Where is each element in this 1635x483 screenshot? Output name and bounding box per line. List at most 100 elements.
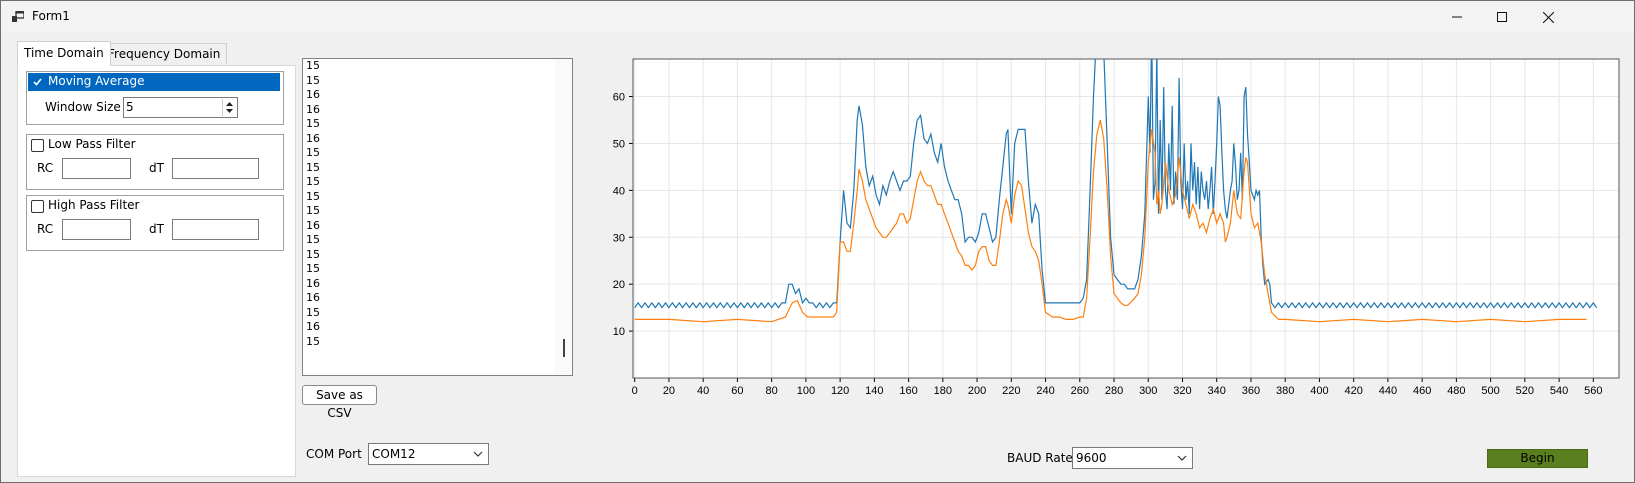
reading-item[interactable]: 15: [306, 189, 320, 203]
reading-item[interactable]: 15: [306, 305, 320, 319]
readings-list[interactable]: 15 15 16 16 15 16 15 15 15 15 15 16 15 15 15 16 16 15 16 15: [302, 58, 573, 376]
close-button[interactable]: [1525, 1, 1571, 33]
tab-frequency-domain[interactable]: Frequency Domain: [101, 43, 228, 64]
low-pass-checkbox[interactable]: [31, 139, 44, 152]
high-pass-group: High Pass Filter RC dT: [26, 195, 284, 251]
x-tick-label: 520: [1516, 385, 1534, 397]
window-size-stepper[interactable]: [222, 99, 236, 116]
high-pass-checkbox[interactable]: [31, 200, 44, 213]
reading-item[interactable]: 16: [306, 218, 320, 232]
x-tick-label: 100: [797, 385, 815, 397]
spin-arrows-icon: [226, 102, 233, 113]
x-tick-label: 540: [1550, 385, 1568, 397]
reading-item[interactable]: 15: [306, 146, 320, 159]
plot-area: [633, 59, 1619, 378]
moving-average-label: Moving Average: [48, 74, 145, 88]
begin-button[interactable]: Begin: [1487, 449, 1588, 468]
chevron-down-icon: [473, 448, 483, 462]
reading-item[interactable]: 15: [306, 262, 320, 275]
low-pass-label: Low Pass Filter: [48, 137, 136, 151]
reading-item[interactable]: 15: [306, 334, 320, 348]
baud-rate-value: 9600: [1076, 451, 1107, 465]
com-port-label: COM Port: [306, 447, 362, 461]
window-size-value: 5: [126, 100, 134, 114]
y-tick-label: 60: [613, 92, 625, 104]
reading-item[interactable]: 16: [306, 276, 320, 290]
moving-average-checkbox[interactable]: [31, 75, 44, 88]
x-tick-label: 460: [1413, 385, 1431, 397]
x-tick-label: 180: [934, 385, 952, 397]
x-tick-label: 480: [1447, 385, 1465, 397]
low-pass-group: Low Pass Filter RC dT: [26, 134, 284, 190]
maximize-button[interactable]: [1479, 1, 1525, 33]
maximize-icon: [1497, 12, 1507, 22]
x-tick-label: 160: [899, 385, 917, 397]
x-tick-label: 40: [697, 385, 709, 397]
reading-item[interactable]: 16: [306, 320, 320, 333]
readings-scrollbar[interactable]: [555, 59, 572, 375]
reading-item[interactable]: 15: [306, 59, 320, 72]
x-tick-label: 0: [632, 385, 638, 397]
y-tick-label: 30: [613, 232, 625, 244]
close-icon: [1542, 11, 1554, 23]
reading-item[interactable]: 16: [306, 88, 320, 101]
x-tick-label: 500: [1481, 385, 1499, 397]
y-tick-label: 40: [613, 185, 625, 197]
baud-rate-select[interactable]: 9600: [1072, 447, 1193, 469]
moving-average-group: Moving Average Window Size 5: [26, 71, 284, 125]
reading-item[interactable]: 15: [306, 117, 320, 130]
reading-item[interactable]: 15: [306, 175, 320, 188]
reading-item[interactable]: 15: [306, 247, 320, 261]
scrollbar-thumb[interactable]: [563, 339, 565, 357]
y-tick-label: 10: [613, 326, 625, 338]
high-pass-rc-label: RC: [37, 222, 54, 236]
com-port-select[interactable]: COM12: [368, 443, 489, 465]
high-pass-dt-input[interactable]: [172, 219, 259, 240]
tab-time-domain[interactable]: Time Domain: [17, 41, 111, 66]
reading-item[interactable]: 15: [306, 160, 320, 174]
x-tick-label: 320: [1173, 385, 1191, 397]
x-tick-label: 80: [766, 385, 778, 397]
minimize-button[interactable]: [1434, 1, 1480, 33]
x-tick-label: 300: [1139, 385, 1157, 397]
data-chart: 0 20 40 60 80 100 120 140 160 180 200 220 240 260 280 3…: [613, 58, 1620, 397]
x-tick-label: 440: [1379, 385, 1397, 397]
app-icon: [12, 10, 25, 23]
reading-item[interactable]: 15: [306, 204, 320, 217]
window-title: Form1: [32, 9, 70, 23]
window-size-spinner[interactable]: 5: [123, 97, 238, 118]
save-csv-button[interactable]: Save as CSV: [302, 385, 377, 420]
reading-item[interactable]: 15: [306, 73, 320, 87]
x-tick-label: 120: [831, 385, 849, 397]
title-bar[interactable]: Form1: [1, 1, 1634, 33]
low-pass-dt-input[interactable]: [172, 158, 259, 179]
x-tick-label: 260: [1071, 385, 1089, 397]
baud-rate-label: BAUD Rate: [1007, 451, 1073, 465]
x-tick-label: 140: [865, 385, 883, 397]
reading-item[interactable]: 16: [306, 291, 320, 304]
x-tick-label: 240: [1036, 385, 1054, 397]
x-tick-label: 200: [968, 385, 986, 397]
reading-item[interactable]: 16: [306, 102, 320, 116]
reading-item[interactable]: 15: [306, 233, 320, 246]
x-tick-label: 360: [1242, 385, 1260, 397]
minimize-icon: [1452, 16, 1462, 18]
chevron-down-icon: [1177, 452, 1187, 466]
x-tick-label: 560: [1584, 385, 1602, 397]
reading-item[interactable]: 16: [306, 131, 320, 145]
high-pass-rc-input[interactable]: [62, 219, 131, 240]
low-pass-rc-input[interactable]: [62, 158, 131, 179]
x-tick-label: 380: [1276, 385, 1294, 397]
x-tick-label: 220: [1002, 385, 1020, 397]
time-domain-page: Moving Average Window Size 5 Low Pass Fi…: [17, 65, 296, 477]
x-tick-label: 60: [731, 385, 743, 397]
low-pass-dt-label: dT: [149, 161, 164, 175]
y-tick-label: 20: [613, 279, 625, 291]
readings-rows: 15 15 16 16 15 16 15 15 15 15 15 16 15 15 15 16 16 15 16 15: [303, 59, 572, 349]
high-pass-label: High Pass Filter: [48, 198, 140, 212]
series-line-2: [634, 119, 1587, 323]
x-tick-label: 280: [1105, 385, 1123, 397]
high-pass-dt-label: dT: [149, 222, 164, 236]
com-port-value: COM12: [372, 447, 416, 461]
